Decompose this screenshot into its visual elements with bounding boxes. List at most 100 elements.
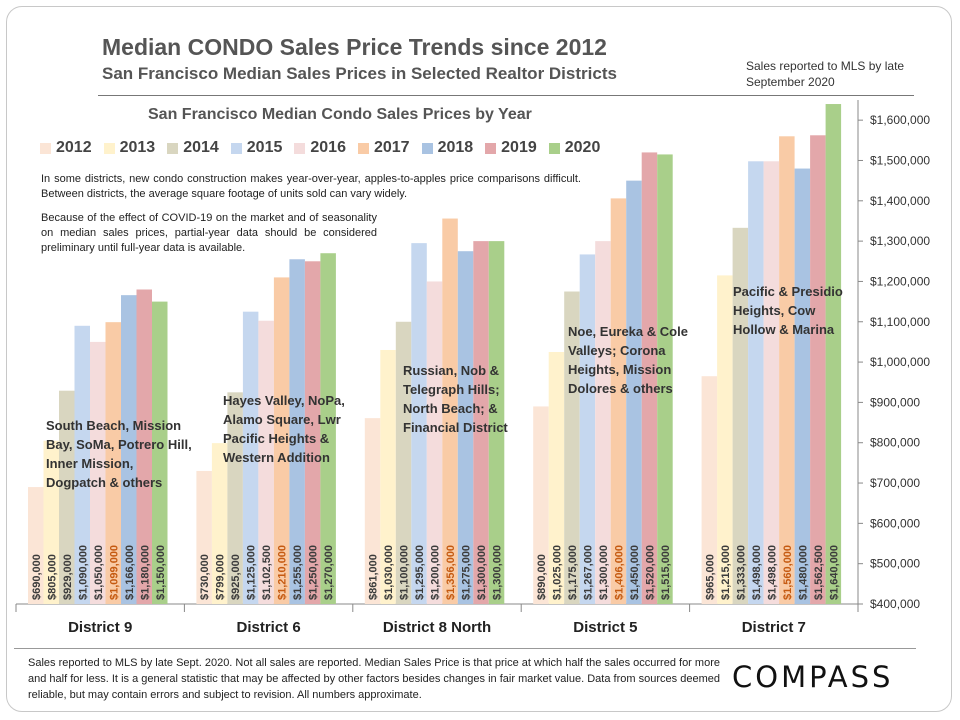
bar-value-label: $1,125,000 <box>246 545 258 600</box>
mls-note: Sales reported to MLS by late September … <box>746 59 905 89</box>
legend-item-2015: 2015 <box>230 139 282 157</box>
legend-swatch <box>230 142 242 154</box>
district-description: Pacific & Presidio Heights, Cow Hollow & M… <box>733 284 843 337</box>
legend-swatch <box>548 142 560 154</box>
bar-2019 <box>473 241 489 604</box>
bar-2020 <box>320 253 336 604</box>
y-tick-label: $1,000,000 <box>870 355 930 369</box>
bar-value-label: $730,000 <box>199 554 211 600</box>
legend-item-2018: 2018 <box>421 139 473 157</box>
bar-value-label: $1,450,000 <box>629 545 641 600</box>
bar-2018 <box>626 180 642 604</box>
covid-note: Because of the effect of COVID-19 on the… <box>41 212 377 254</box>
bar-2016 <box>258 320 274 604</box>
footer-divider <box>14 648 916 649</box>
bar-2012 <box>533 406 549 604</box>
page-title: Median CONDO Sales Price Trends since 20… <box>102 34 607 60</box>
district-description: South Beach, Mission Bay, SoMa, Potrero H… <box>46 418 192 490</box>
bar-2019 <box>641 152 658 604</box>
bar-2020 <box>825 104 842 605</box>
bar-2013 <box>717 275 733 604</box>
bar-value-label: $690,000 <box>31 554 43 600</box>
bar-value-label: $1,480,000 <box>797 545 809 600</box>
legend-item-2012: 2012 <box>40 139 92 157</box>
bar-2016 <box>595 241 611 604</box>
bar-2017 <box>442 218 458 604</box>
chart-legend: 2012 2013 2014 2015 2016 2017 2018 2019 2020 <box>40 139 612 157</box>
bar-2017 <box>779 136 795 604</box>
header-divider <box>98 95 914 96</box>
bar-2014 <box>564 291 580 604</box>
bar-2014 <box>59 390 75 604</box>
bar-2015 <box>242 311 259 604</box>
bar-value-label: $1,210,000 <box>277 545 289 600</box>
bar-value-label: $1,300,000 <box>476 545 488 600</box>
y-tick-label: $900,000 <box>870 395 920 409</box>
y-tick-label: $1,600,000 <box>870 113 930 127</box>
y-tick-label: $700,000 <box>870 476 920 490</box>
bar-2019 <box>810 135 826 604</box>
bar-value-label: $805,000 <box>46 554 58 600</box>
bar-value-label: $1,099,000 <box>108 545 120 600</box>
legend-item-2014: 2014 <box>167 139 219 157</box>
y-tick-label: $800,000 <box>870 436 920 450</box>
legend-swatch <box>294 142 306 154</box>
bar-2014 <box>395 321 412 604</box>
bar-value-label: $1,515,000 <box>660 545 672 600</box>
bar-value-label: $1,215,000 <box>720 545 732 600</box>
bar-2016 <box>90 341 106 604</box>
bar-value-label: $1,520,000 <box>644 545 656 600</box>
bar-value-label: $965,000 <box>704 554 716 600</box>
bar-value-label: $1,640,000 <box>828 545 840 600</box>
legend-label: 2020 <box>564 139 601 156</box>
district-label: District 8 North <box>383 619 491 636</box>
chart-title: San Francisco Median Condo Sales Prices … <box>148 106 532 123</box>
bar-2020 <box>152 301 168 604</box>
bar-2014 <box>732 227 749 605</box>
bar-value-label: $1,102,500 <box>261 545 273 600</box>
bar-value-label: $799,000 <box>215 554 227 600</box>
bar-2019 <box>304 261 321 604</box>
bar-2015 <box>579 254 596 604</box>
bar-value-label: $1,175,000 <box>567 545 579 600</box>
bar-value-label: $890,000 <box>536 554 548 600</box>
y-tick-label: $1,300,000 <box>870 234 930 248</box>
y-tick-label: $1,100,000 <box>870 315 930 329</box>
footer-disclaimer: Sales reported to MLS by late Sept. 2020… <box>28 657 720 701</box>
bar-value-label: $1,030,000 <box>383 545 395 600</box>
legend-label: 2017 <box>373 139 410 156</box>
bar-value-label: $1,300,000 <box>492 545 504 600</box>
bar-2020 <box>657 154 673 604</box>
compass-logo: COMPASS <box>732 660 894 694</box>
district-description: Hayes Valley, NoPa, Alamo Square, Lwr Paci… <box>223 393 345 465</box>
legend-swatch <box>103 142 115 154</box>
bar-2015 <box>74 325 90 604</box>
bar-value-label: $1,560,000 <box>782 545 794 600</box>
bar-2017 <box>105 322 121 604</box>
bar-value-label: $1,150,000 <box>155 545 167 600</box>
bar-2012 <box>28 487 44 604</box>
legend-label: 2013 <box>119 139 156 156</box>
bar-2015 <box>748 161 764 604</box>
district-label: District 5 <box>573 619 637 636</box>
bar-2013 <box>43 440 59 604</box>
page-subtitle: San Francisco Median Sales Prices in Sel… <box>102 64 617 83</box>
bar-2018 <box>289 259 305 604</box>
legend-label: 2019 <box>501 139 537 156</box>
bar-2013 <box>211 443 228 604</box>
bar-2013 <box>548 352 565 604</box>
legend-item-2013: 2013 <box>103 139 156 157</box>
bar-value-label: $1,498,000 <box>751 545 763 600</box>
y-tick-label: $400,000 <box>870 597 920 611</box>
bar-2012 <box>364 418 381 604</box>
legend-swatch <box>421 142 433 154</box>
y-tick-label: $1,500,000 <box>870 153 930 167</box>
legend-label: 2016 <box>310 139 346 156</box>
district-description: Russian, Nob & Telegraph Hills; North Beac… <box>403 363 508 435</box>
bar-value-label: $929,000 <box>62 554 74 600</box>
bar-value-label: $1,498,000 <box>766 545 778 600</box>
legend-label: 2012 <box>56 139 92 156</box>
bar-value-label: $1,255,000 <box>292 545 304 600</box>
bar-2018 <box>121 295 137 604</box>
y-tick-label: $600,000 <box>870 516 920 530</box>
